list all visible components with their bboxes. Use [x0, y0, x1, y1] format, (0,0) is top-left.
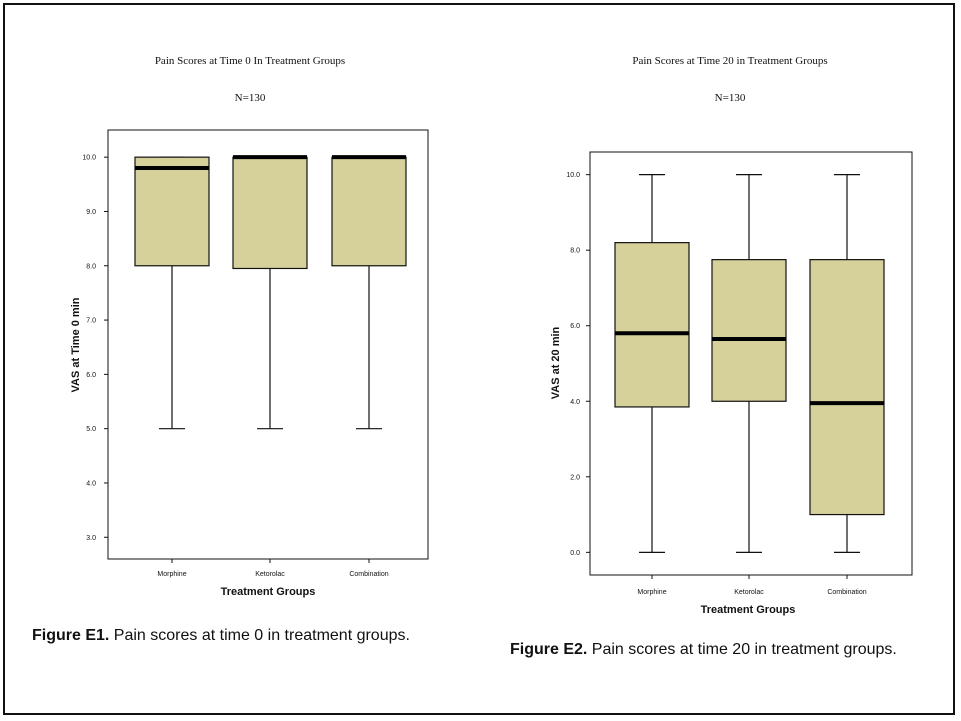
- y-tick-label: 8.0: [570, 248, 580, 255]
- chart-2-xlabel: Treatment Groups: [701, 604, 796, 616]
- y-tick-label: 9.0: [86, 209, 96, 216]
- x-tick-label: Morphine: [637, 589, 666, 596]
- y-tick-label: 0.0: [570, 550, 580, 557]
- x-tick-label: Ketorolac: [734, 589, 764, 596]
- chart-1-xlabel: Treatment Groups: [221, 586, 316, 598]
- chart-1-caption-text: Pain scores at time 0 in treatment group…: [109, 627, 410, 644]
- chart-2-y-axis: 0.0 2.0 4.0 6.0 8.0 10.0: [566, 172, 590, 557]
- chart-2-caption-text: Pain scores at time 20 in treatment grou…: [587, 641, 896, 658]
- chart-1-title: Pain Scores at Time 0 In Treatment Group…: [155, 55, 345, 67]
- y-tick-label: 7.0: [86, 318, 96, 325]
- chart-1: Pain Scores at Time 0 In Treatment Group…: [32, 55, 429, 644]
- chart-2-subtitle: N=130: [715, 92, 746, 104]
- chart-1-boxes: [134, 155, 407, 430]
- box-combination: [331, 156, 407, 267]
- chart-1-subtitle: N=130: [235, 92, 266, 104]
- chart-2-x-axis: Morphine Ketorolac Combination: [637, 575, 867, 596]
- y-tick-label: 8.0: [86, 263, 96, 270]
- y-tick-label: 10.0: [82, 155, 96, 162]
- y-tick-label: 6.0: [570, 323, 580, 330]
- box-morphine: [134, 156, 210, 267]
- chart-2: Pain Scores at Time 20 in Treatment Grou…: [510, 55, 913, 658]
- y-tick-label: 4.0: [86, 480, 96, 487]
- chart-1-caption: Figure E1. Pain scores at time 0 in trea…: [32, 627, 410, 644]
- x-tick-label: Combination: [827, 589, 866, 596]
- y-tick-label: 6.0: [86, 372, 96, 379]
- chart-2-boxes: [614, 174, 885, 553]
- x-tick-label: Ketorolac: [255, 571, 285, 578]
- chart-2-plot-frame: [589, 151, 913, 576]
- y-tick-label: 2.0: [570, 474, 580, 481]
- y-tick-label: 5.0: [86, 426, 96, 433]
- box-combination: [809, 259, 885, 516]
- y-tick-label: 4.0: [570, 399, 580, 406]
- page-frame: [3, 3, 955, 715]
- chart-2-title: Pain Scores at Time 20 in Treatment Grou…: [632, 55, 827, 67]
- box-morphine: [614, 242, 690, 408]
- y-tick-label: 10.0: [566, 172, 580, 179]
- chart-2-caption: Figure E2. Pain scores at time 20 in tre…: [510, 641, 897, 658]
- chart-1-ylabel: VAS at Time 0 min: [70, 297, 82, 392]
- chart-2-ylabel: VAS at 20 min: [550, 326, 562, 399]
- box-ketorolac: [232, 156, 308, 270]
- y-tick-label: 3.0: [86, 535, 96, 542]
- chart-1-x-axis: Morphine Ketorolac Combination: [157, 559, 389, 578]
- chart-1-plot-frame: [107, 129, 429, 560]
- chart-2-caption-label: Figure E2.: [510, 641, 587, 658]
- box-ketorolac: [711, 259, 787, 402]
- x-tick-label: Combination: [349, 571, 388, 578]
- chart-1-caption-label: Figure E1.: [32, 627, 109, 644]
- x-tick-label: Morphine: [157, 571, 186, 578]
- chart-1-y-axis: 3.0 4.0 5.0 6.0 7.0 8.0 9.0 10.0: [82, 155, 108, 542]
